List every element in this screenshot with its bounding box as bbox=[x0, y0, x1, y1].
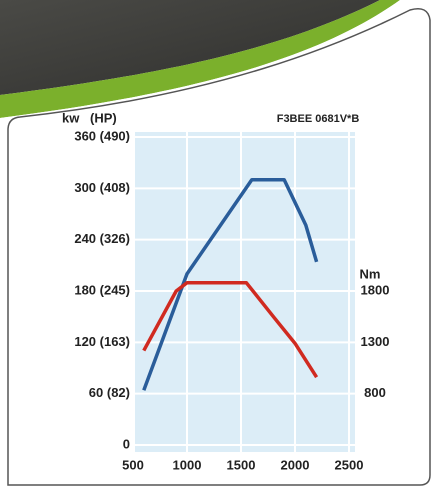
y-tick-label: 180 (245) bbox=[74, 282, 130, 297]
y-tick-label: 60 (82) bbox=[89, 385, 130, 400]
y-tick-label: 300 (408) bbox=[74, 180, 130, 195]
y2-tick-label: 1800 bbox=[361, 282, 390, 297]
y-tick-label: 120 (163) bbox=[74, 334, 130, 349]
y2-axis-label: Nm bbox=[360, 266, 381, 281]
chart-title: F3BEE 0681V*B bbox=[277, 113, 360, 125]
x-tick-label: 1500 bbox=[227, 457, 256, 472]
y-axis-label: kw bbox=[62, 110, 80, 125]
x-tick-label: 1000 bbox=[173, 457, 202, 472]
y-tick-label: 240 (326) bbox=[74, 231, 130, 246]
y-axis-unit: (HP) bbox=[90, 110, 117, 125]
y2-tick-label: 800 bbox=[364, 385, 386, 400]
x-tick-label: 2500 bbox=[335, 457, 364, 472]
chart: kw (HP) F3BEE 0681V*B Nm 0 60 (82) 120 (16… bbox=[0, 0, 436, 489]
y-tick-label: 360 (490) bbox=[74, 128, 130, 143]
x-tick-label: 500 bbox=[122, 457, 144, 472]
x-tick-label: 2000 bbox=[281, 457, 310, 472]
y-tick-label: 0 bbox=[123, 436, 130, 451]
y2-tick-label: 1300 bbox=[361, 334, 390, 349]
